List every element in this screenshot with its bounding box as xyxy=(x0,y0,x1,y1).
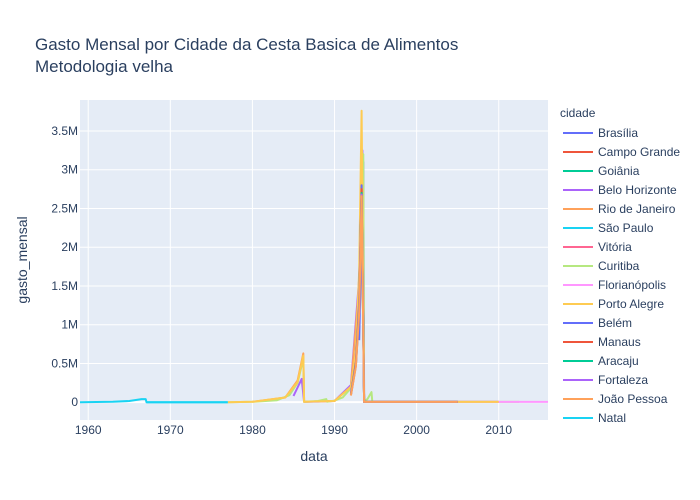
x-tick-label: 1960 xyxy=(75,423,102,437)
legend-item[interactable]: Goiânia xyxy=(560,161,680,180)
x-tick-label: 1980 xyxy=(239,423,266,437)
legend-swatch xyxy=(563,226,593,229)
legend-swatch xyxy=(563,378,593,381)
legend-label: Brasília xyxy=(598,125,639,140)
legend-item[interactable]: Natal xyxy=(560,408,680,427)
y-tick-label: 0 xyxy=(71,395,78,409)
chart-title: Gasto Mensal por Cidade da Cesta Basica … xyxy=(35,35,459,54)
legend-label: Fortaleza xyxy=(598,372,649,387)
y-tick-label: 1M xyxy=(61,318,78,332)
legend-item[interactable]: São Paulo xyxy=(560,218,680,237)
y-tick-label: 2M xyxy=(61,240,78,254)
y-tick-label: 0.5M xyxy=(51,356,78,370)
legend-swatch xyxy=(563,264,593,267)
legend-swatch xyxy=(563,321,593,324)
legend-label: Florianópolis xyxy=(598,277,667,292)
y-tick-label: 3.5M xyxy=(51,124,78,138)
legend-item[interactable]: Belém xyxy=(560,313,680,332)
legend-label: Curitiba xyxy=(598,258,640,273)
legend-label: Belo Horizonte xyxy=(598,182,677,197)
legend-label: Rio de Janeiro xyxy=(598,201,676,216)
x-tick-labels: 1960 1970 1980 1990 2000 2010 xyxy=(75,423,513,437)
legend-item[interactable]: Aracaju xyxy=(560,351,680,370)
legend-label: Goiânia xyxy=(598,163,640,178)
legend-swatch xyxy=(563,359,593,362)
plot-background xyxy=(80,100,548,420)
legend-label: Campo Grande xyxy=(598,144,681,159)
y-axis-title: gasto_mensal xyxy=(14,216,30,303)
legend-swatch xyxy=(563,131,593,134)
legend-swatch xyxy=(563,340,593,343)
x-tick-label: 2010 xyxy=(485,423,512,437)
legend-item[interactable]: Belo Horizonte xyxy=(560,180,680,199)
legend-item[interactable]: Campo Grande xyxy=(560,142,680,161)
legend-item[interactable]: Brasília xyxy=(560,123,680,142)
x-tick-label: 2000 xyxy=(403,423,430,437)
legend-label: João Pessoa xyxy=(598,391,668,406)
legend-item[interactable]: Porto Alegre xyxy=(560,294,680,313)
legend-item[interactable]: João Pessoa xyxy=(560,389,680,408)
series-line xyxy=(349,195,458,403)
x-axis-title: data xyxy=(300,448,327,464)
legend-item[interactable]: Rio de Janeiro xyxy=(560,199,680,218)
legend-swatch xyxy=(563,169,593,172)
chart-subtitle: Metodologia velha xyxy=(35,57,173,76)
legend-swatch xyxy=(563,188,593,191)
legend-swatch xyxy=(563,207,593,210)
y-tick-labels: 0 0.5M 1M 1.5M 2M 2.5M 3M 3.5M xyxy=(51,124,78,409)
legend-label: Porto Alegre xyxy=(598,296,665,311)
legend-title: cidade xyxy=(560,106,596,120)
legend-item[interactable]: Florianópolis xyxy=(560,275,680,294)
legend: cidade Brasília Campo Grande Goiânia Belo H… xyxy=(560,104,680,427)
legend-label: Aracaju xyxy=(598,353,639,368)
x-tick-label: 1990 xyxy=(321,423,348,437)
legend-swatch xyxy=(563,302,593,305)
legend-label: Belém xyxy=(598,315,633,330)
chart-title-block: Gasto Mensal por Cidade da Cesta Basica … xyxy=(35,34,458,78)
y-tick-label: 1.5M xyxy=(51,279,78,293)
y-tick-label: 2.5M xyxy=(51,201,78,215)
legend-label: Manaus xyxy=(598,334,641,349)
legend-item[interactable]: Manaus xyxy=(560,332,680,351)
x-tick-label: 1970 xyxy=(157,423,184,437)
legend-swatch xyxy=(563,245,593,248)
series-lines xyxy=(79,109,548,404)
legend-swatch xyxy=(563,416,593,419)
legend-swatch xyxy=(563,283,593,286)
legend-items: Brasília Campo Grande Goiânia Belo Horizont… xyxy=(560,123,680,427)
legend-swatch xyxy=(563,397,593,400)
legend-label: São Paulo xyxy=(598,220,654,235)
legend-swatch xyxy=(563,150,593,153)
legend-item[interactable]: Fortaleza xyxy=(560,370,680,389)
legend-label: Natal xyxy=(598,410,627,425)
legend-item[interactable]: Curitiba xyxy=(560,256,680,275)
legend-label: Vitória xyxy=(598,239,632,254)
y-tick-label: 3M xyxy=(61,163,78,177)
legend-item[interactable]: Vitória xyxy=(560,237,680,256)
